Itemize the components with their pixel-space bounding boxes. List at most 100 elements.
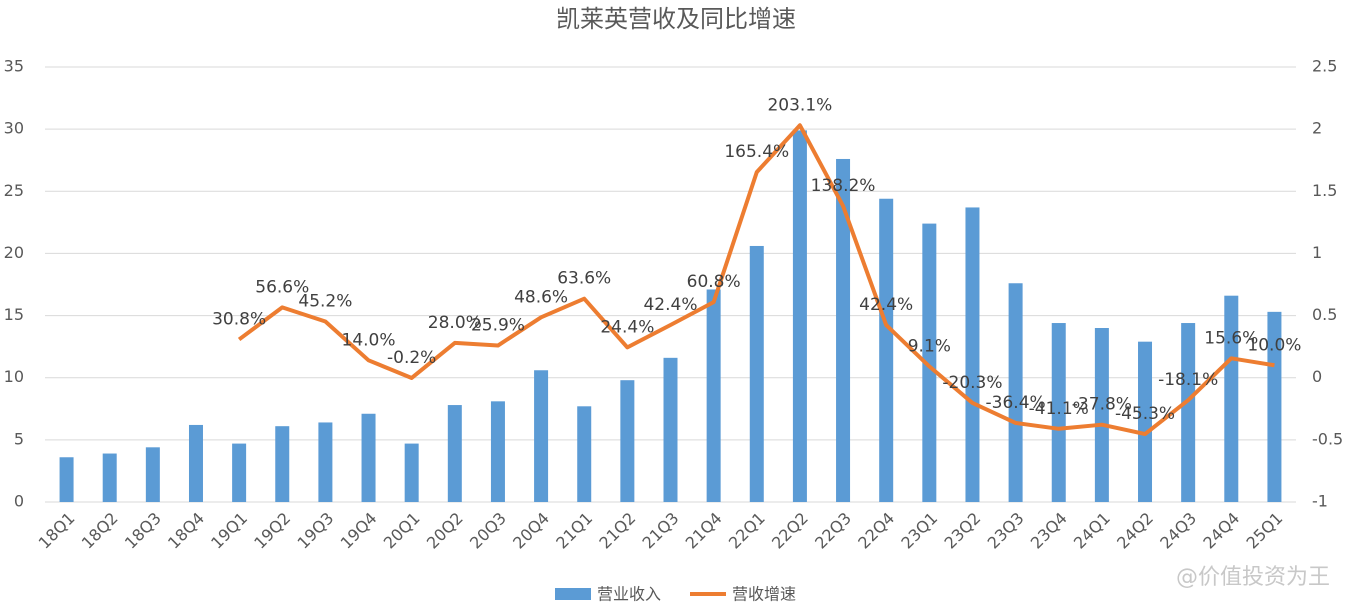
data-label: -20.3% <box>942 373 1002 393</box>
data-label: 60.8% <box>687 272 741 292</box>
y-tick-label: 20 <box>4 243 24 262</box>
data-label: -37.8% <box>1072 395 1132 415</box>
y-tick-label: 30 <box>4 119 24 138</box>
chart-title: 凯莱英营收及同比增速 <box>556 5 796 33</box>
x-tick-label: 22Q2 <box>768 509 812 553</box>
x-tick-label: 18Q1 <box>35 509 79 553</box>
data-label: 10.0% <box>1247 335 1301 355</box>
x-tick-label: 19Q3 <box>293 509 337 553</box>
data-label: 9.1% <box>908 336 951 356</box>
bar <box>1224 295 1239 502</box>
bar <box>577 406 592 502</box>
data-label: 56.6% <box>255 277 309 297</box>
line <box>237 123 1275 437</box>
x-tick-label: 18Q3 <box>121 509 165 553</box>
bar <box>620 380 635 502</box>
bar <box>663 357 678 502</box>
x-tick-label: 21Q1 <box>552 509 596 553</box>
x-tick-label: 23Q2 <box>941 509 985 553</box>
bar <box>1138 341 1153 502</box>
bar <box>188 424 203 502</box>
legend-label: 营收增速 <box>732 585 796 604</box>
data-label: -18.1% <box>1158 370 1218 390</box>
data-label: 63.6% <box>557 269 611 289</box>
x-tick-label: 24Q4 <box>1199 509 1243 553</box>
y-tick-label: 15 <box>4 305 24 324</box>
y-tick-label: 10 <box>4 367 24 386</box>
y-tick-label: 5 <box>14 429 24 448</box>
x-tick-label: 21Q3 <box>639 509 683 553</box>
x-tick-label: 25Q1 <box>1243 509 1287 553</box>
y-tick-label: 0 <box>14 492 24 511</box>
data-label: 25.9% <box>471 316 525 336</box>
bar <box>836 158 851 502</box>
x-tick-label: 22Q1 <box>725 509 769 553</box>
data-label: 138.2% <box>811 176 876 196</box>
bar <box>447 405 462 502</box>
legend-swatch <box>555 588 591 600</box>
data-label: 48.6% <box>514 287 568 307</box>
x-tick-label: 21Q4 <box>682 509 726 553</box>
y2-tick-label: 0 <box>1312 367 1322 386</box>
data-label: -36.4% <box>986 393 1046 413</box>
x-tick-label: 20Q1 <box>380 509 424 553</box>
bar <box>749 245 764 502</box>
x-tick-label: 20Q3 <box>466 509 510 553</box>
bar <box>965 207 980 502</box>
bar <box>232 443 247 502</box>
bar <box>275 426 290 502</box>
legend-label: 营业收入 <box>597 585 661 604</box>
bar <box>1094 328 1109 502</box>
bar <box>102 453 117 502</box>
bar <box>1008 283 1023 502</box>
x-tick-label: 22Q3 <box>811 509 855 553</box>
bar <box>490 401 505 502</box>
bar <box>404 443 419 502</box>
data-label: 14.0% <box>342 330 396 350</box>
data-label: -0.2% <box>387 348 436 368</box>
x-tick-label: 18Q4 <box>164 509 208 553</box>
bar <box>922 223 937 502</box>
data-label: 45.2% <box>298 292 352 312</box>
bar <box>59 457 74 502</box>
data-label: -41.1% <box>1029 399 1089 419</box>
data-label: 203.1% <box>767 95 832 115</box>
bar <box>145 447 160 502</box>
y-tick-label: 25 <box>4 181 24 200</box>
y2-tick-label: 0.5 <box>1312 305 1337 324</box>
bar <box>792 130 807 502</box>
watermark: @价值投资为王 <box>1176 565 1330 590</box>
data-label: 15.6% <box>1204 328 1258 348</box>
bar <box>1267 311 1282 502</box>
data-label: 30.8% <box>212 309 266 329</box>
bar <box>1051 323 1066 502</box>
data-label: 42.4% <box>859 295 913 315</box>
y2-tick-label: 2 <box>1312 119 1322 138</box>
data-label: 165.4% <box>724 142 789 162</box>
x-tick-label: 23Q3 <box>984 509 1028 553</box>
bar <box>879 198 894 502</box>
data-label: 28.0% <box>428 313 482 333</box>
x-tick-label: 19Q2 <box>250 509 294 553</box>
data-label: -45.3% <box>1115 404 1175 424</box>
x-tick-label: 20Q2 <box>423 509 467 553</box>
x-tick-label: 23Q1 <box>897 509 941 553</box>
y2-tick-label: -0.5 <box>1312 429 1343 448</box>
x-tick-label: 23Q4 <box>1027 509 1071 553</box>
x-tick-label: 22Q4 <box>854 509 898 553</box>
y-tick-label: 35 <box>4 57 24 76</box>
x-tick-label: 24Q3 <box>1156 509 1200 553</box>
y2-tick-label: 2.5 <box>1312 57 1337 76</box>
bar <box>1181 323 1196 502</box>
bar <box>361 413 376 502</box>
x-tick-label: 24Q2 <box>1113 509 1157 553</box>
x-tick-label: 19Q1 <box>207 509 251 553</box>
data-label: 42.4% <box>643 295 697 315</box>
bar <box>706 289 721 502</box>
x-tick-label: 24Q1 <box>1070 509 1114 553</box>
x-tick-label: 21Q2 <box>595 509 639 553</box>
x-tick-label: 19Q4 <box>337 509 381 553</box>
bar <box>318 422 333 502</box>
y2-tick-label: 1.5 <box>1312 181 1337 200</box>
